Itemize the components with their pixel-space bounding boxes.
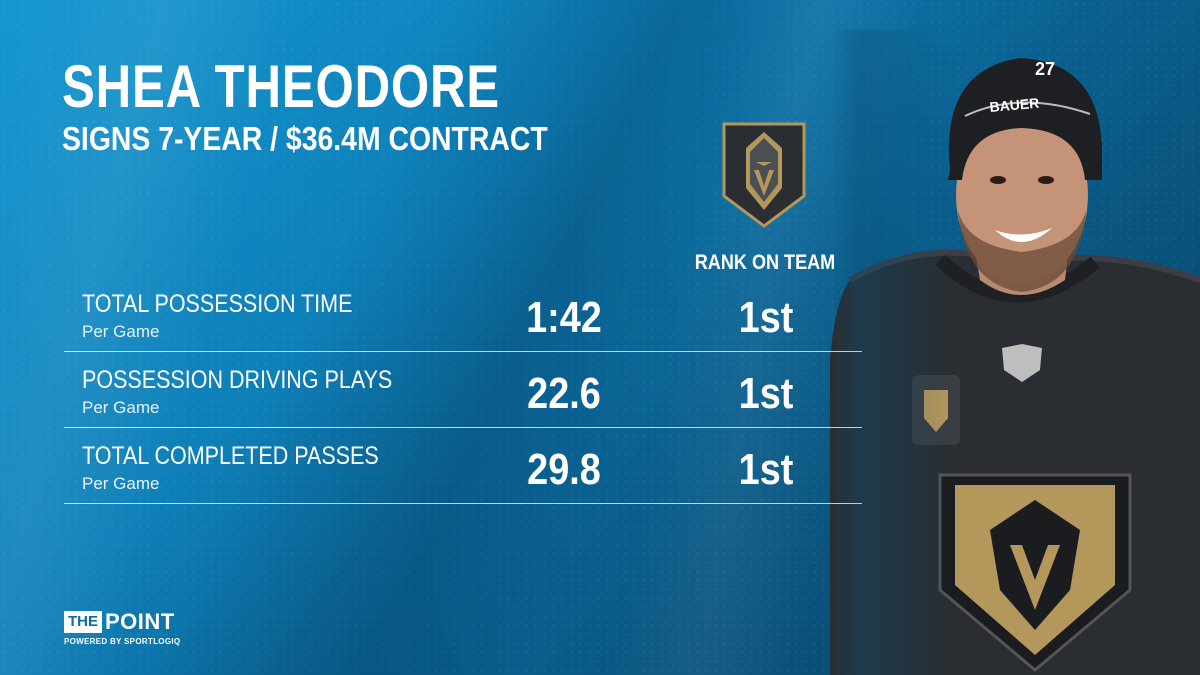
stats-table: TOTAL POSSESSION TIME Per Game 1:42 1st … <box>64 276 862 504</box>
stat-value: 29.8 <box>527 445 601 494</box>
helmet-brand-text: BAUER <box>989 95 1040 115</box>
stat-row-possession-time: TOTAL POSSESSION TIME Per Game 1:42 1st <box>64 276 862 352</box>
brand-point-text: POINT <box>105 609 175 634</box>
brand-powered-by: POWERED BY SPORTLOGIQ <box>64 637 181 646</box>
brand-the-text: THE <box>64 611 102 633</box>
player-name-title: SHEA THEODORE <box>62 53 501 120</box>
stat-sublabel: Per Game <box>82 398 160 417</box>
stat-rank: 1st <box>738 369 794 418</box>
helmet-number-text: 27 <box>1035 59 1055 79</box>
stat-rank: 1st <box>738 293 794 342</box>
the-point-brand-logo: THE POINT POWERED BY SPORTLOGIQ <box>64 609 181 646</box>
stat-sublabel: Per Game <box>82 474 160 493</box>
contract-subtitle: SIGNS 7-YEAR / $36.4M CONTRACT <box>62 120 548 157</box>
vegas-golden-knights-helmet-logo <box>722 122 806 228</box>
stat-label: TOTAL POSSESSION TIME <box>82 290 353 318</box>
stat-sublabel: Per Game <box>82 322 160 341</box>
stat-label: TOTAL COMPLETED PASSES <box>82 442 379 470</box>
player-photo: BAUER 27 <box>830 30 1200 675</box>
stat-value: 1:42 <box>526 293 602 342</box>
stat-row-completed-passes: TOTAL COMPLETED PASSES Per Game 29.8 1st <box>64 428 862 504</box>
rank-on-team-header: RANK ON TEAM <box>694 251 836 274</box>
stat-value: 22.6 <box>527 369 601 418</box>
stat-row-driving-plays: POSSESSION DRIVING PLAYS Per Game 22.6 1… <box>64 352 862 428</box>
stat-rank: 1st <box>738 445 794 494</box>
stat-label: POSSESSION DRIVING PLAYS <box>82 366 393 394</box>
brand-wordmark: THE POINT <box>64 609 180 634</box>
